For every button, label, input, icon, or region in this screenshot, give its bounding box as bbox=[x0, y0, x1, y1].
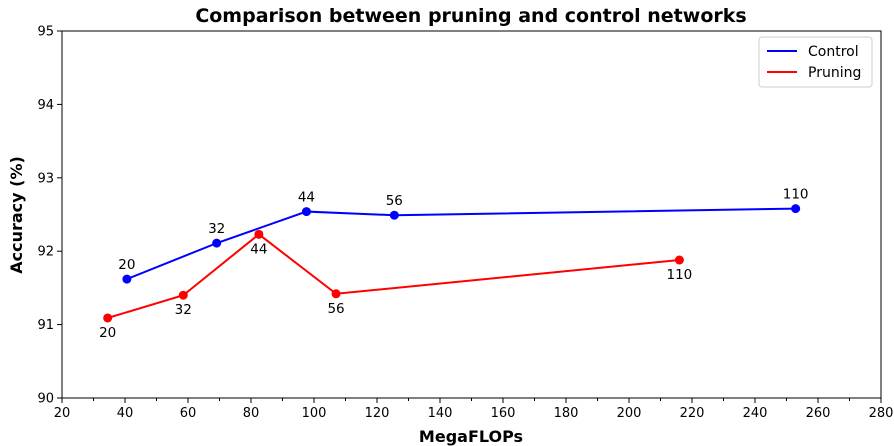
legend: Control Pruning bbox=[758, 36, 873, 88]
pruning-data-point bbox=[103, 313, 113, 323]
control-data-point bbox=[122, 274, 132, 284]
control-series-line bbox=[126, 207, 796, 281]
x-tick-label: 200 bbox=[617, 406, 642, 421]
x-tick-label: 80 bbox=[243, 406, 260, 421]
axis-ticks: 20 40 60 80 100 120 140 160 180 200 220 240 260 280 90… bbox=[37, 25, 893, 422]
control-point-label: 110 bbox=[783, 187, 809, 203]
pruning-point-label: 44 bbox=[250, 241, 267, 257]
legend-label-pruning: Pruning bbox=[808, 65, 861, 81]
x-tick-label: 280 bbox=[869, 406, 894, 421]
x-axis-title: MegaFLOPs bbox=[419, 427, 523, 446]
control-data-point bbox=[791, 204, 801, 214]
control-data-point bbox=[212, 238, 222, 248]
x-tick-label: 40 bbox=[117, 406, 134, 421]
pruning-point-label: 32 bbox=[175, 302, 192, 318]
x-tick-label: 100 bbox=[302, 406, 327, 421]
x-tick-label: 180 bbox=[554, 406, 579, 421]
x-tick-label: 20 bbox=[54, 406, 71, 421]
pruning-data-point bbox=[331, 289, 341, 299]
pruning-point-label: 56 bbox=[327, 301, 344, 317]
y-tick-label: 92 bbox=[37, 245, 54, 260]
chart-title: Comparison between pruning and control n… bbox=[195, 5, 746, 27]
control-point-label: 44 bbox=[298, 190, 315, 206]
control-point-label: 32 bbox=[208, 221, 225, 237]
control-point-label: 20 bbox=[118, 257, 135, 273]
pruning-point-label: 20 bbox=[99, 325, 116, 341]
pruning-point-label: 110 bbox=[667, 267, 693, 283]
pruning-series-line bbox=[107, 233, 680, 319]
y-tick-label: 90 bbox=[37, 392, 54, 407]
plot-area: 20 32 44 56 110 20 32 44 56 110 bbox=[99, 187, 808, 341]
x-tick-label: 60 bbox=[180, 406, 197, 421]
legend-box bbox=[758, 36, 873, 88]
pruning-data-point bbox=[178, 290, 188, 300]
y-axis-title: Accuracy (%) bbox=[7, 156, 26, 274]
pruning-data-point bbox=[254, 229, 264, 239]
control-data-point bbox=[389, 210, 399, 220]
x-tick-label: 160 bbox=[491, 406, 516, 421]
x-tick-label: 120 bbox=[365, 406, 390, 421]
x-tick-label: 220 bbox=[680, 406, 705, 421]
control-data-point bbox=[301, 207, 311, 217]
x-tick-label: 140 bbox=[428, 406, 453, 421]
y-tick-label: 93 bbox=[37, 171, 54, 186]
y-tick-label: 94 bbox=[37, 98, 54, 113]
y-tick-label: 91 bbox=[37, 318, 54, 333]
control-point-label: 56 bbox=[386, 193, 403, 209]
x-tick-label: 240 bbox=[743, 406, 768, 421]
y-tick-label: 95 bbox=[37, 25, 54, 40]
x-tick-label: 260 bbox=[806, 406, 831, 421]
pruning-data-point bbox=[674, 255, 684, 265]
legend-label-control: Control bbox=[808, 44, 859, 60]
